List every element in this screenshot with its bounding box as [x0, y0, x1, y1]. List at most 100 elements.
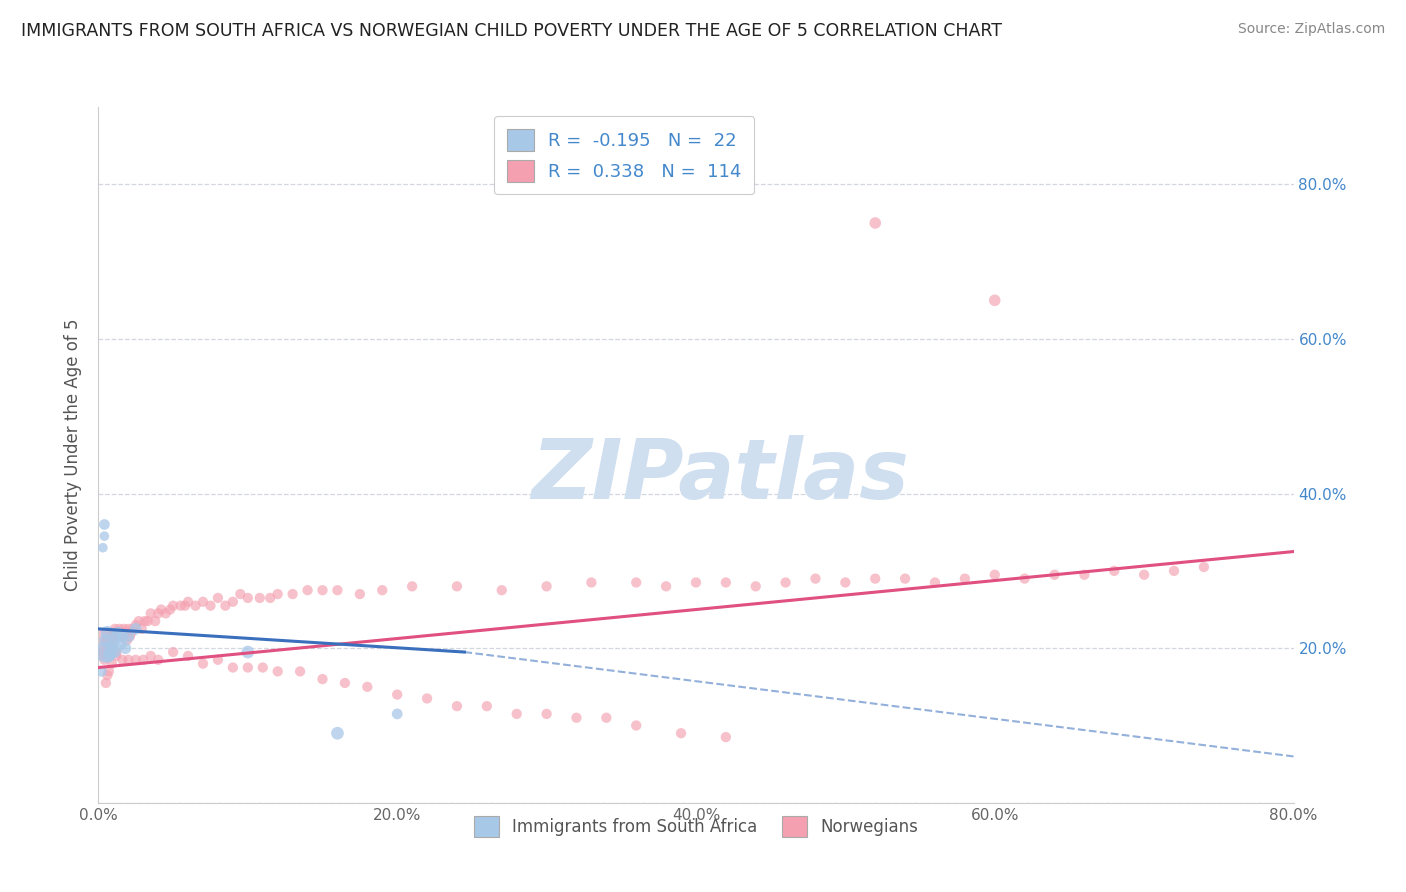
Point	[669, 726, 692, 740]
Point	[371, 583, 394, 598]
Point	[97, 665, 120, 679]
Point	[101, 630, 124, 644]
Point	[536, 706, 558, 721]
Point	[1014, 572, 1036, 586]
Point	[159, 602, 181, 616]
Point	[475, 699, 498, 714]
Point	[118, 630, 141, 644]
Point	[745, 579, 768, 593]
Point	[953, 572, 976, 586]
Point	[288, 665, 311, 679]
Point	[626, 718, 648, 732]
Point	[385, 688, 409, 702]
Point	[1043, 567, 1066, 582]
Point	[177, 648, 200, 663]
Point	[114, 625, 136, 640]
Point	[104, 622, 127, 636]
Point	[132, 653, 155, 667]
Point	[125, 653, 148, 667]
Point	[117, 653, 139, 667]
Point	[1133, 567, 1156, 582]
Point	[97, 645, 120, 659]
Point	[139, 607, 162, 621]
Point	[207, 591, 229, 605]
Point	[103, 625, 125, 640]
Point	[98, 645, 122, 659]
Point	[191, 657, 214, 671]
Point	[121, 622, 143, 636]
Point	[416, 691, 439, 706]
Point	[110, 637, 132, 651]
Text: IMMIGRANTS FROM SOUTH AFRICA VS NORWEGIAN CHILD POVERTY UNDER THE AGE OF 5 CORRE: IMMIGRANTS FROM SOUTH AFRICA VS NORWEGIA…	[21, 22, 1002, 40]
Point	[865, 216, 887, 230]
Point	[98, 637, 122, 651]
Point	[1073, 567, 1095, 582]
Point	[385, 706, 409, 721]
Point	[297, 583, 319, 598]
Point	[207, 653, 229, 667]
Point	[536, 579, 558, 593]
Point	[714, 575, 737, 590]
Point	[984, 567, 1007, 582]
Point	[136, 614, 159, 628]
Point	[311, 672, 333, 686]
Point	[108, 622, 131, 636]
Point	[581, 575, 603, 590]
Point	[94, 633, 117, 648]
Point	[984, 293, 1007, 308]
Point	[349, 587, 371, 601]
Point	[148, 607, 170, 621]
Point	[96, 625, 118, 640]
Point	[177, 595, 200, 609]
Point	[595, 711, 617, 725]
Point	[804, 572, 827, 586]
Legend: Immigrants from South Africa, Norwegians: Immigrants from South Africa, Norwegians	[467, 810, 925, 843]
Point	[162, 645, 184, 659]
Point	[229, 587, 252, 601]
Point	[105, 630, 128, 644]
Point	[259, 591, 281, 605]
Point	[834, 575, 856, 590]
Point	[97, 648, 120, 663]
Point	[326, 583, 349, 598]
Point	[139, 648, 162, 663]
Point	[112, 622, 135, 636]
Point	[94, 645, 117, 659]
Point	[565, 711, 588, 725]
Point	[93, 517, 115, 532]
Point	[96, 625, 118, 640]
Point	[150, 602, 173, 616]
Point	[114, 641, 136, 656]
Point	[91, 541, 114, 555]
Point	[506, 706, 529, 721]
Point	[94, 676, 117, 690]
Point	[446, 579, 468, 593]
Point	[105, 648, 128, 663]
Point	[326, 726, 349, 740]
Point	[1192, 560, 1215, 574]
Point	[125, 622, 148, 636]
Point	[96, 668, 118, 682]
Point	[236, 645, 259, 659]
Text: Source: ZipAtlas.com: Source: ZipAtlas.com	[1237, 22, 1385, 37]
Point	[222, 595, 245, 609]
Point	[333, 676, 356, 690]
Point	[107, 630, 129, 644]
Point	[128, 614, 150, 628]
Y-axis label: Child Poverty Under the Age of 5: Child Poverty Under the Age of 5	[65, 318, 83, 591]
Point	[311, 583, 333, 598]
Point	[222, 660, 245, 674]
Point	[281, 587, 304, 601]
Point	[115, 633, 138, 648]
Point	[655, 579, 678, 593]
Point	[169, 599, 191, 613]
Point	[191, 595, 214, 609]
Point	[90, 637, 112, 651]
Point	[103, 637, 125, 651]
Point	[90, 665, 112, 679]
Point	[111, 625, 134, 640]
Point	[446, 699, 468, 714]
Point	[125, 618, 148, 632]
Point	[93, 653, 115, 667]
Point	[107, 625, 129, 640]
